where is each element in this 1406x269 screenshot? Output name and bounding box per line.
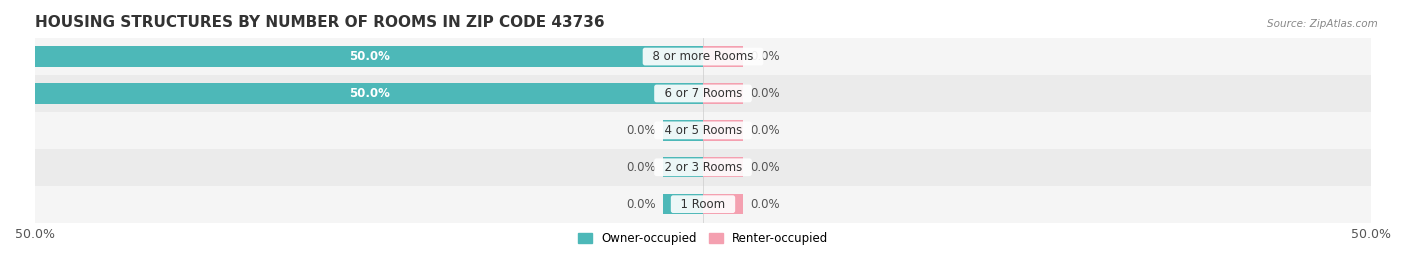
Text: 0.0%: 0.0% — [749, 198, 779, 211]
Text: 8 or more Rooms: 8 or more Rooms — [645, 50, 761, 63]
Bar — [0, 75, 1406, 112]
Text: 50.0%: 50.0% — [349, 87, 389, 100]
Bar — [662, 120, 703, 140]
Bar — [662, 194, 703, 214]
Bar — [703, 120, 744, 140]
Bar — [703, 83, 744, 104]
Bar — [703, 194, 744, 214]
Text: 0.0%: 0.0% — [749, 87, 779, 100]
Text: Source: ZipAtlas.com: Source: ZipAtlas.com — [1267, 19, 1378, 29]
Bar — [703, 47, 744, 67]
Text: 0.0%: 0.0% — [749, 124, 779, 137]
Bar — [35, 47, 703, 67]
Text: 2 or 3 Rooms: 2 or 3 Rooms — [657, 161, 749, 174]
Text: 6 or 7 Rooms: 6 or 7 Rooms — [657, 87, 749, 100]
Bar — [662, 157, 703, 178]
Text: HOUSING STRUCTURES BY NUMBER OF ROOMS IN ZIP CODE 43736: HOUSING STRUCTURES BY NUMBER OF ROOMS IN… — [35, 15, 605, 30]
Bar — [0, 112, 1406, 149]
Bar — [0, 186, 1406, 223]
Text: 0.0%: 0.0% — [627, 124, 657, 137]
Text: 4 or 5 Rooms: 4 or 5 Rooms — [657, 124, 749, 137]
Bar — [0, 38, 1406, 75]
Text: 1 Room: 1 Room — [673, 198, 733, 211]
Bar — [35, 83, 703, 104]
Text: 0.0%: 0.0% — [749, 50, 779, 63]
Bar — [703, 157, 744, 178]
Text: 0.0%: 0.0% — [749, 161, 779, 174]
Text: 0.0%: 0.0% — [627, 198, 657, 211]
Legend: Owner-occupied, Renter-occupied: Owner-occupied, Renter-occupied — [572, 228, 834, 250]
Text: 50.0%: 50.0% — [349, 50, 389, 63]
Text: 0.0%: 0.0% — [627, 161, 657, 174]
Bar — [0, 149, 1406, 186]
